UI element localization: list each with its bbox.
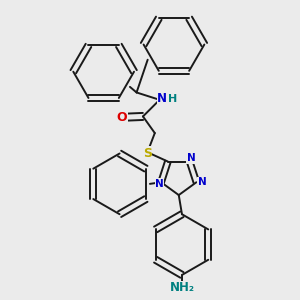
Text: S: S: [143, 147, 152, 160]
Text: NH₂: NH₂: [169, 281, 194, 294]
Text: N: N: [157, 92, 167, 105]
Text: O: O: [117, 111, 127, 124]
Text: N: N: [187, 153, 196, 163]
Text: H: H: [168, 94, 178, 104]
Text: N: N: [155, 179, 164, 189]
Text: N: N: [198, 177, 206, 187]
